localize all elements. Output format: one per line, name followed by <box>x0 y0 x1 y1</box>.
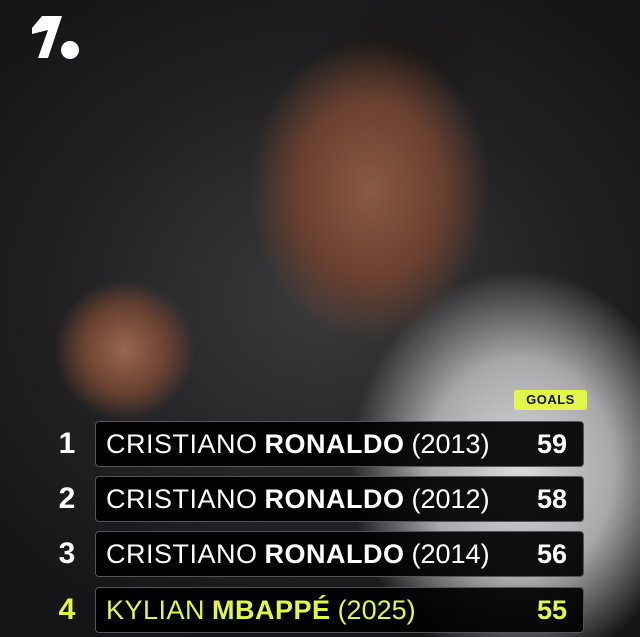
onefootball-logo-icon <box>32 16 79 59</box>
rank-number: 3 <box>58 537 76 570</box>
rank-number-highlighted: 4 <box>58 593 76 626</box>
player-first-name: CRISTIANO <box>106 483 258 514</box>
season-year: (2014) <box>411 538 490 569</box>
goals-column-badge: GOALS <box>514 390 587 410</box>
table-row: CRISTIANO RONALDO (2014) 56 <box>95 531 584 577</box>
season-year: (2012) <box>411 483 490 514</box>
player-last-name: MBAPPÉ <box>212 594 331 625</box>
player-first-name: KYLIAN <box>106 594 206 625</box>
rank-number: 1 <box>58 427 76 460</box>
player-first-name: CRISTIANO <box>106 428 258 459</box>
table-row: CRISTIANO RONALDO (2012) 58 <box>95 476 584 522</box>
table-row: CRISTIANO RONALDO (2013) 59 <box>95 421 584 467</box>
player-first-name: CRISTIANO <box>106 538 258 569</box>
player-last-name: RONALDO <box>264 428 405 459</box>
goals-value: 55 <box>536 594 567 625</box>
goals-value: 59 <box>536 428 567 459</box>
rank-number: 2 <box>58 482 76 515</box>
season-year: (2025) <box>337 594 416 625</box>
player-last-name: RONALDO <box>264 483 405 514</box>
table-row-highlighted: KYLIAN MBAPPÉ (2025) 55 <box>95 587 584 633</box>
goals-value: 56 <box>536 538 567 569</box>
player-last-name: RONALDO <box>264 538 405 569</box>
season-year: (2013) <box>411 428 490 459</box>
goals-value: 58 <box>536 483 567 514</box>
